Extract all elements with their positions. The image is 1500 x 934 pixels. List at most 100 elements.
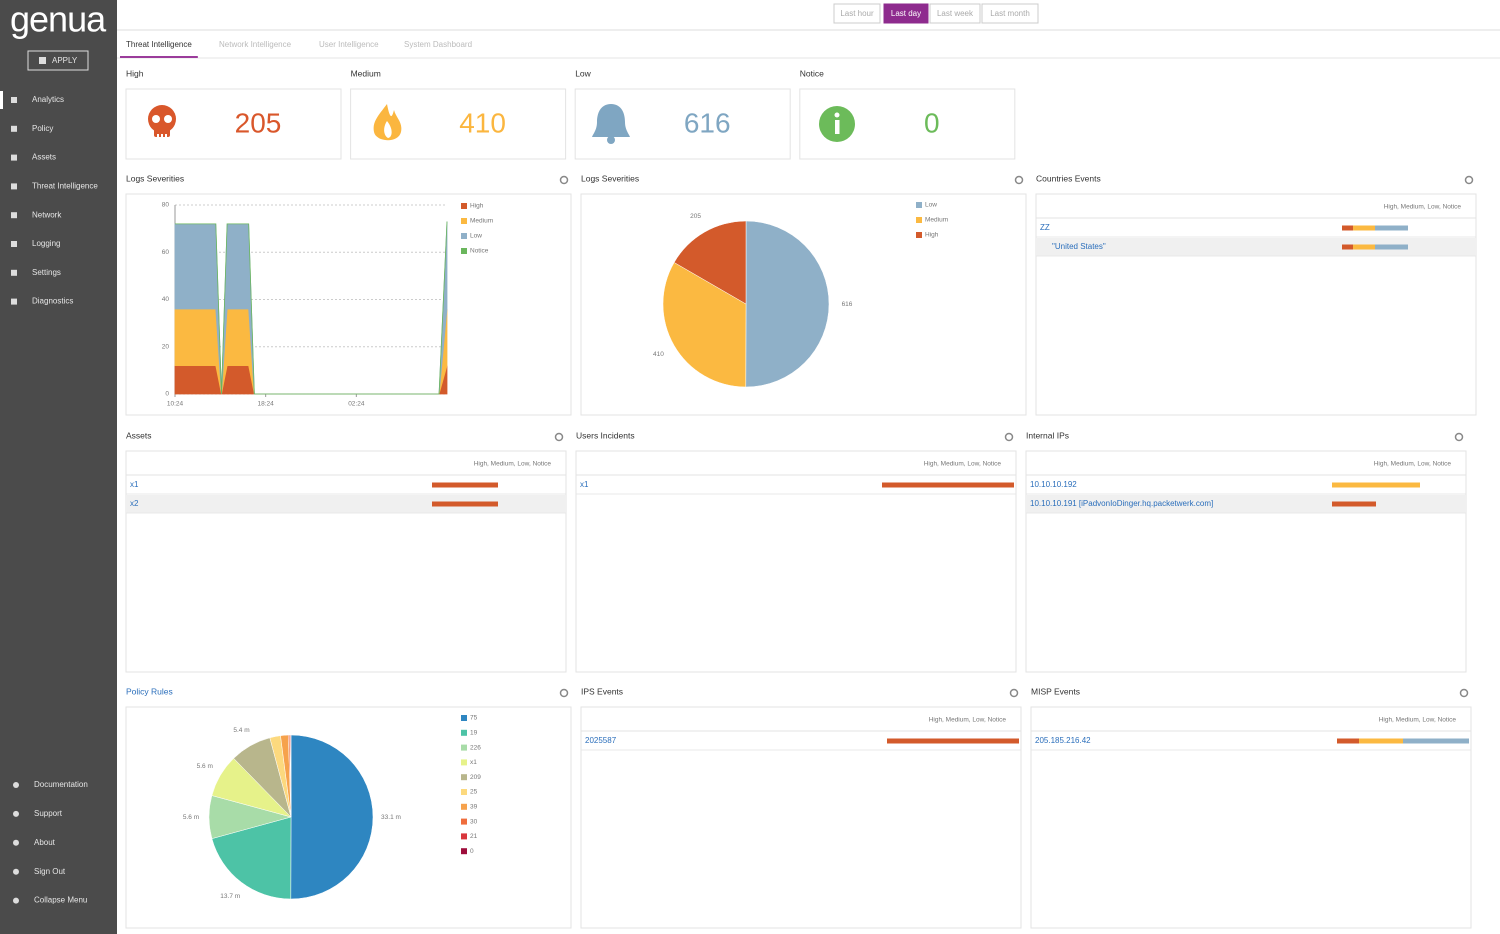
bar-segment [887,738,1019,744]
settings-gear[interactable] [559,175,569,185]
settings-gear[interactable] [1014,175,1024,185]
nav-icon [11,97,17,103]
card [799,88,1016,160]
panel [125,193,572,416]
row-label[interactable]: 10.10.10.191 [iPadvonIoDinger.hq.packetw… [1030,499,1213,508]
legend-swatch [461,715,467,721]
slice-label: 205 [690,213,701,220]
bar-segment [1337,738,1359,744]
pie-slice [673,220,747,305]
settings-gear[interactable] [559,688,569,698]
sidebar [0,0,117,934]
footer-nav-item[interactable]: About [34,838,56,847]
settings-gear[interactable] [1464,175,1474,185]
apply-label[interactable]: APPLY [52,56,78,65]
tab[interactable]: System Dashboard [404,40,472,49]
card-value: 205 [235,107,282,138]
time-range-button[interactable] [833,3,881,24]
settings-gear[interactable] [1004,432,1014,442]
column-header: High, Medium, Low, Notice [924,461,1002,468]
card-label: Notice [800,68,824,78]
settings-gear[interactable] [554,432,564,442]
bar-segment [1375,225,1408,231]
settings-gear[interactable] [1459,688,1469,698]
panel [125,450,567,673]
panel [575,450,1017,673]
legend-label: 226 [470,744,481,751]
nav-item[interactable]: Settings [32,268,61,277]
row-label[interactable]: 10.10.10.192 [1030,480,1077,489]
tab-underline [120,56,198,58]
row-label[interactable]: 205.185.216.42 [1035,736,1091,745]
panel [580,193,1027,416]
row-label[interactable]: ZZ [1040,223,1050,232]
legend-label: 30 [470,818,478,825]
time-range-label[interactable]: Last day [891,9,921,18]
panel-title[interactable]: Policy Rules [126,686,173,696]
row-label[interactable]: 2025587 [585,736,617,745]
row-label[interactable]: x1 [580,480,589,489]
settings-gear[interactable] [1454,432,1464,442]
bar-segment [1342,225,1353,231]
info-dot [834,112,840,118]
legend-swatch [461,759,467,766]
row-highlight [126,495,566,513]
time-range-button[interactable] [981,3,1039,24]
nav-icon [11,183,17,190]
panel-title: Logs Severities [126,173,184,183]
apply-button[interactable] [27,50,89,71]
nav-item[interactable]: Assets [32,153,56,162]
bar-segment [1375,244,1408,250]
card-label: Low [575,68,591,78]
y-tick-label: 80 [162,202,170,209]
tab[interactable]: Threat Intelligence [126,40,192,49]
row-label[interactable]: "United States" [1052,242,1106,251]
nav-item[interactable]: Logging [32,239,60,248]
tab[interactable]: Network Intelligence [219,40,292,49]
time-range-label[interactable]: Last hour [840,9,874,18]
nav-item[interactable]: Network [32,210,62,219]
tab[interactable]: User Intelligence [319,40,379,49]
nav-item[interactable]: Analytics [32,95,64,104]
panel [1025,450,1467,673]
legend-swatch [916,202,922,208]
x-tick-label: 18:24 [258,401,275,408]
legend-swatch [461,803,467,810]
time-range-label[interactable]: Last month [990,9,1030,18]
column-header: High, Medium, Low, Notice [1374,461,1452,468]
nav-item[interactable]: Threat Intelligence [32,182,98,191]
card-label: High [126,68,144,78]
row-label[interactable]: x1 [130,480,139,489]
time-range-label[interactable]: Last week [937,9,974,18]
row-label[interactable]: x2 [130,499,139,508]
card-value: 410 [459,107,506,138]
settings-gear[interactable] [1009,688,1019,698]
footer-nav-item[interactable]: Documentation [34,780,88,789]
panel-title: Assets [126,430,152,440]
slice-label: 5.6 m [197,763,213,770]
legend-label: 25 [470,789,478,796]
legend-label: High [470,203,484,210]
legend-swatch [461,729,467,736]
pie-slice [211,816,292,900]
pie-slice [662,262,747,388]
nav-icon [11,298,17,305]
nav-icon [11,241,17,247]
time-range-button[interactable] [883,3,929,24]
nav-icon [13,897,19,904]
nav-item[interactable]: Policy [32,124,53,133]
row-highlight [1036,238,1476,256]
pie-slice [290,734,374,900]
nav-icon [13,810,19,817]
panel-title: IPS Events [581,686,623,696]
footer-nav-item[interactable]: Collapse Menu [34,896,87,905]
footer-nav-item[interactable]: Support [34,809,63,818]
time-range-button[interactable] [929,3,981,24]
nav-item[interactable]: Diagnostics [32,297,73,306]
area [174,365,448,395]
slice-label: 5.6 m [183,814,199,821]
legend-label: 39 [470,804,478,811]
footer-nav-item[interactable]: Sign Out [34,867,66,876]
column-header: High, Medium, Low, Notice [474,461,552,468]
legend-swatch [461,203,467,209]
